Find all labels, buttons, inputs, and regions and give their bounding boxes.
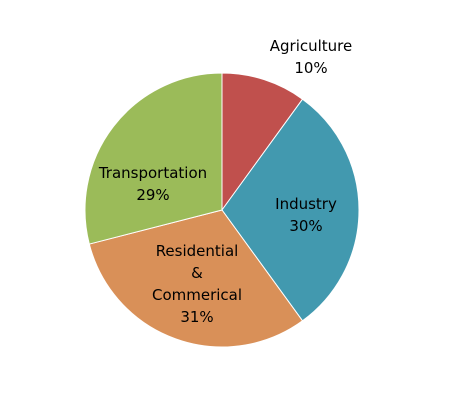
slice-percent-label: 30% [289,217,322,235]
slice-label-agriculture: Agriculture 10% [270,37,353,77]
slice-name-label: Residential [156,242,239,260]
slice-name-label: Transportation [98,164,207,182]
slice-name-label: Commerical [152,286,242,304]
slice-name-label: Industry [275,195,337,213]
slice-name-label: Agriculture [270,37,353,55]
slice-percent-label: 10% [294,59,327,77]
slice-percent-label: 29% [136,186,169,204]
slice-name-label: & [191,264,203,282]
slice-percent-label: 31% [180,308,213,326]
